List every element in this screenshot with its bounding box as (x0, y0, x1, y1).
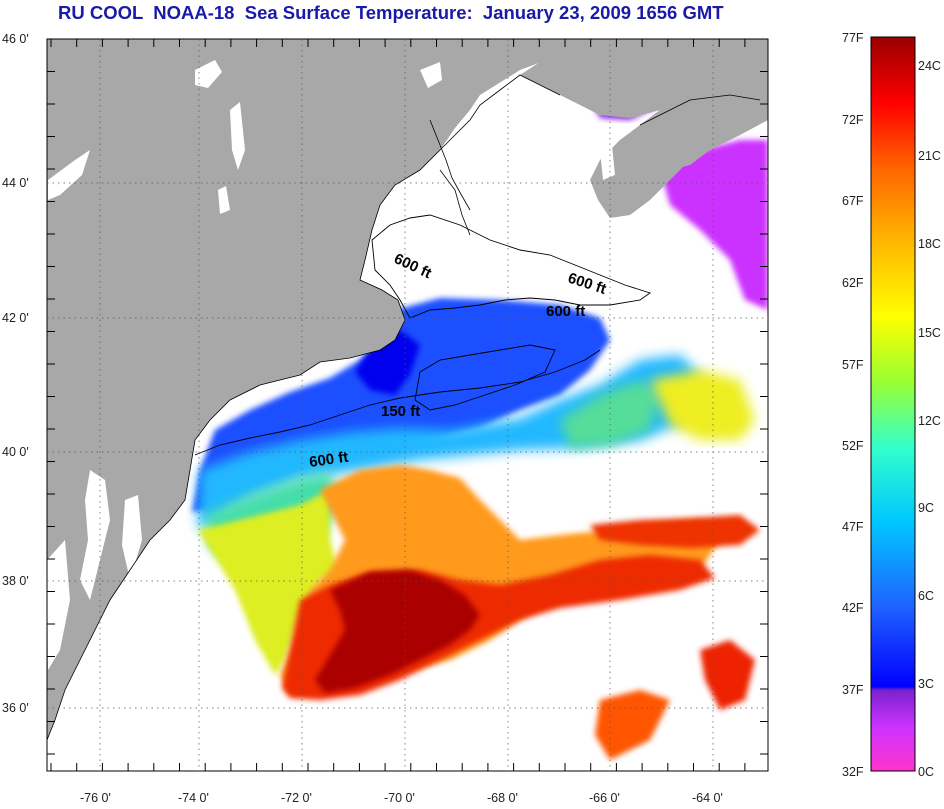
sst-nova-scotia-purple (660, 140, 768, 310)
sst-yellow-swath (198, 490, 340, 675)
lon-labels: -76 0' -74 0' -72 0' -70 0' -68 0' -66 0… (80, 791, 723, 805)
colorbar-c-label: 15C (918, 326, 941, 340)
colorbar-f-label: 42F (842, 601, 864, 615)
contour-label: 600 ft (308, 449, 349, 471)
contour-600ft-shelf-break (194, 349, 601, 456)
colorbar-c-label: 24C (918, 59, 941, 73)
colorbar-f-label: 77F (842, 31, 864, 45)
colorbar-c-label: 12C (918, 414, 941, 428)
colorbar-fahrenheit-labels: 77F 72F 67F 62F 57F 52F 47F 42F 37F 32F (842, 31, 864, 779)
graticule (47, 39, 768, 771)
sst-shelf-cyan (198, 355, 700, 530)
colorbar-f-label: 67F (842, 194, 864, 208)
lon-label: -68 0' (487, 791, 518, 805)
lon-label: -72 0' (281, 791, 312, 805)
colorbar-f-label: 72F (842, 113, 864, 127)
contour-label: 600 ft (546, 303, 585, 320)
map-title: RU COOL NOAA-18 Sea Surface Temperature:… (58, 2, 724, 23)
lat-labels: 46 0' 44 0' 42 0' 40 0' 38 0' 36 0' (2, 32, 29, 715)
colorbar-f-label: 32F (842, 765, 864, 779)
lat-label: 40 0' (2, 445, 29, 459)
lat-label: 36 0' (2, 701, 29, 715)
colorbar-scale (870, 36, 916, 772)
colorbar-c-label: 3C (918, 677, 934, 691)
land-nova-scotia (640, 95, 768, 170)
sst-east-red-a (590, 515, 760, 548)
colorbar: 77F 72F 67F 62F 57F 52F 47F 42F 37F 32F … (842, 31, 941, 779)
sst-east-red-c (700, 640, 755, 710)
colorbar-f-label: 47F (842, 520, 864, 534)
sst-east-yellow (650, 370, 755, 440)
bathymetry-contours (194, 214, 652, 456)
lon-label: -64 0' (692, 791, 723, 805)
lat-label: 42 0' (2, 311, 29, 325)
inland-water (47, 60, 615, 670)
map-plot-area (47, 39, 768, 771)
lon-label: -66 0' (589, 791, 620, 805)
sst-gulf-stream-core (315, 570, 480, 693)
axis-ticks (47, 38, 768, 771)
colorbar-f-label: 62F (842, 276, 864, 290)
sst-east-red-b (595, 690, 670, 760)
contour-600ft-gulf-of-maine (371, 214, 652, 319)
lon-label: -74 0' (178, 791, 209, 805)
land (47, 39, 768, 740)
colorbar-f-label: 57F (842, 358, 864, 372)
land-us-east-coast (47, 39, 560, 740)
lon-label: -76 0' (80, 791, 111, 805)
contour-150ft-georges-bank (414, 344, 556, 411)
colorbar-celsius-labels: 24C 21C 18C 15C 12C 9C 6C 3C 0C (918, 59, 941, 779)
contour-label: 150 ft (381, 403, 420, 420)
lat-label: 38 0' (2, 574, 29, 588)
map-frame (46, 38, 769, 772)
colorbar-c-label: 0C (918, 765, 934, 779)
lat-label: 46 0' (2, 32, 29, 46)
colorbar-c-label: 18C (918, 237, 941, 251)
coastlines (47, 74, 761, 741)
lon-label: -70 0' (384, 791, 415, 805)
colorbar-c-label: 21C (918, 149, 941, 163)
colorbar-f-label: 37F (842, 683, 864, 697)
colorbar-f-label: 52F (842, 439, 864, 453)
lat-label: 44 0' (2, 176, 29, 190)
colorbar-c-label: 9C (918, 501, 934, 515)
colorbar-c-label: 6C (918, 589, 934, 603)
